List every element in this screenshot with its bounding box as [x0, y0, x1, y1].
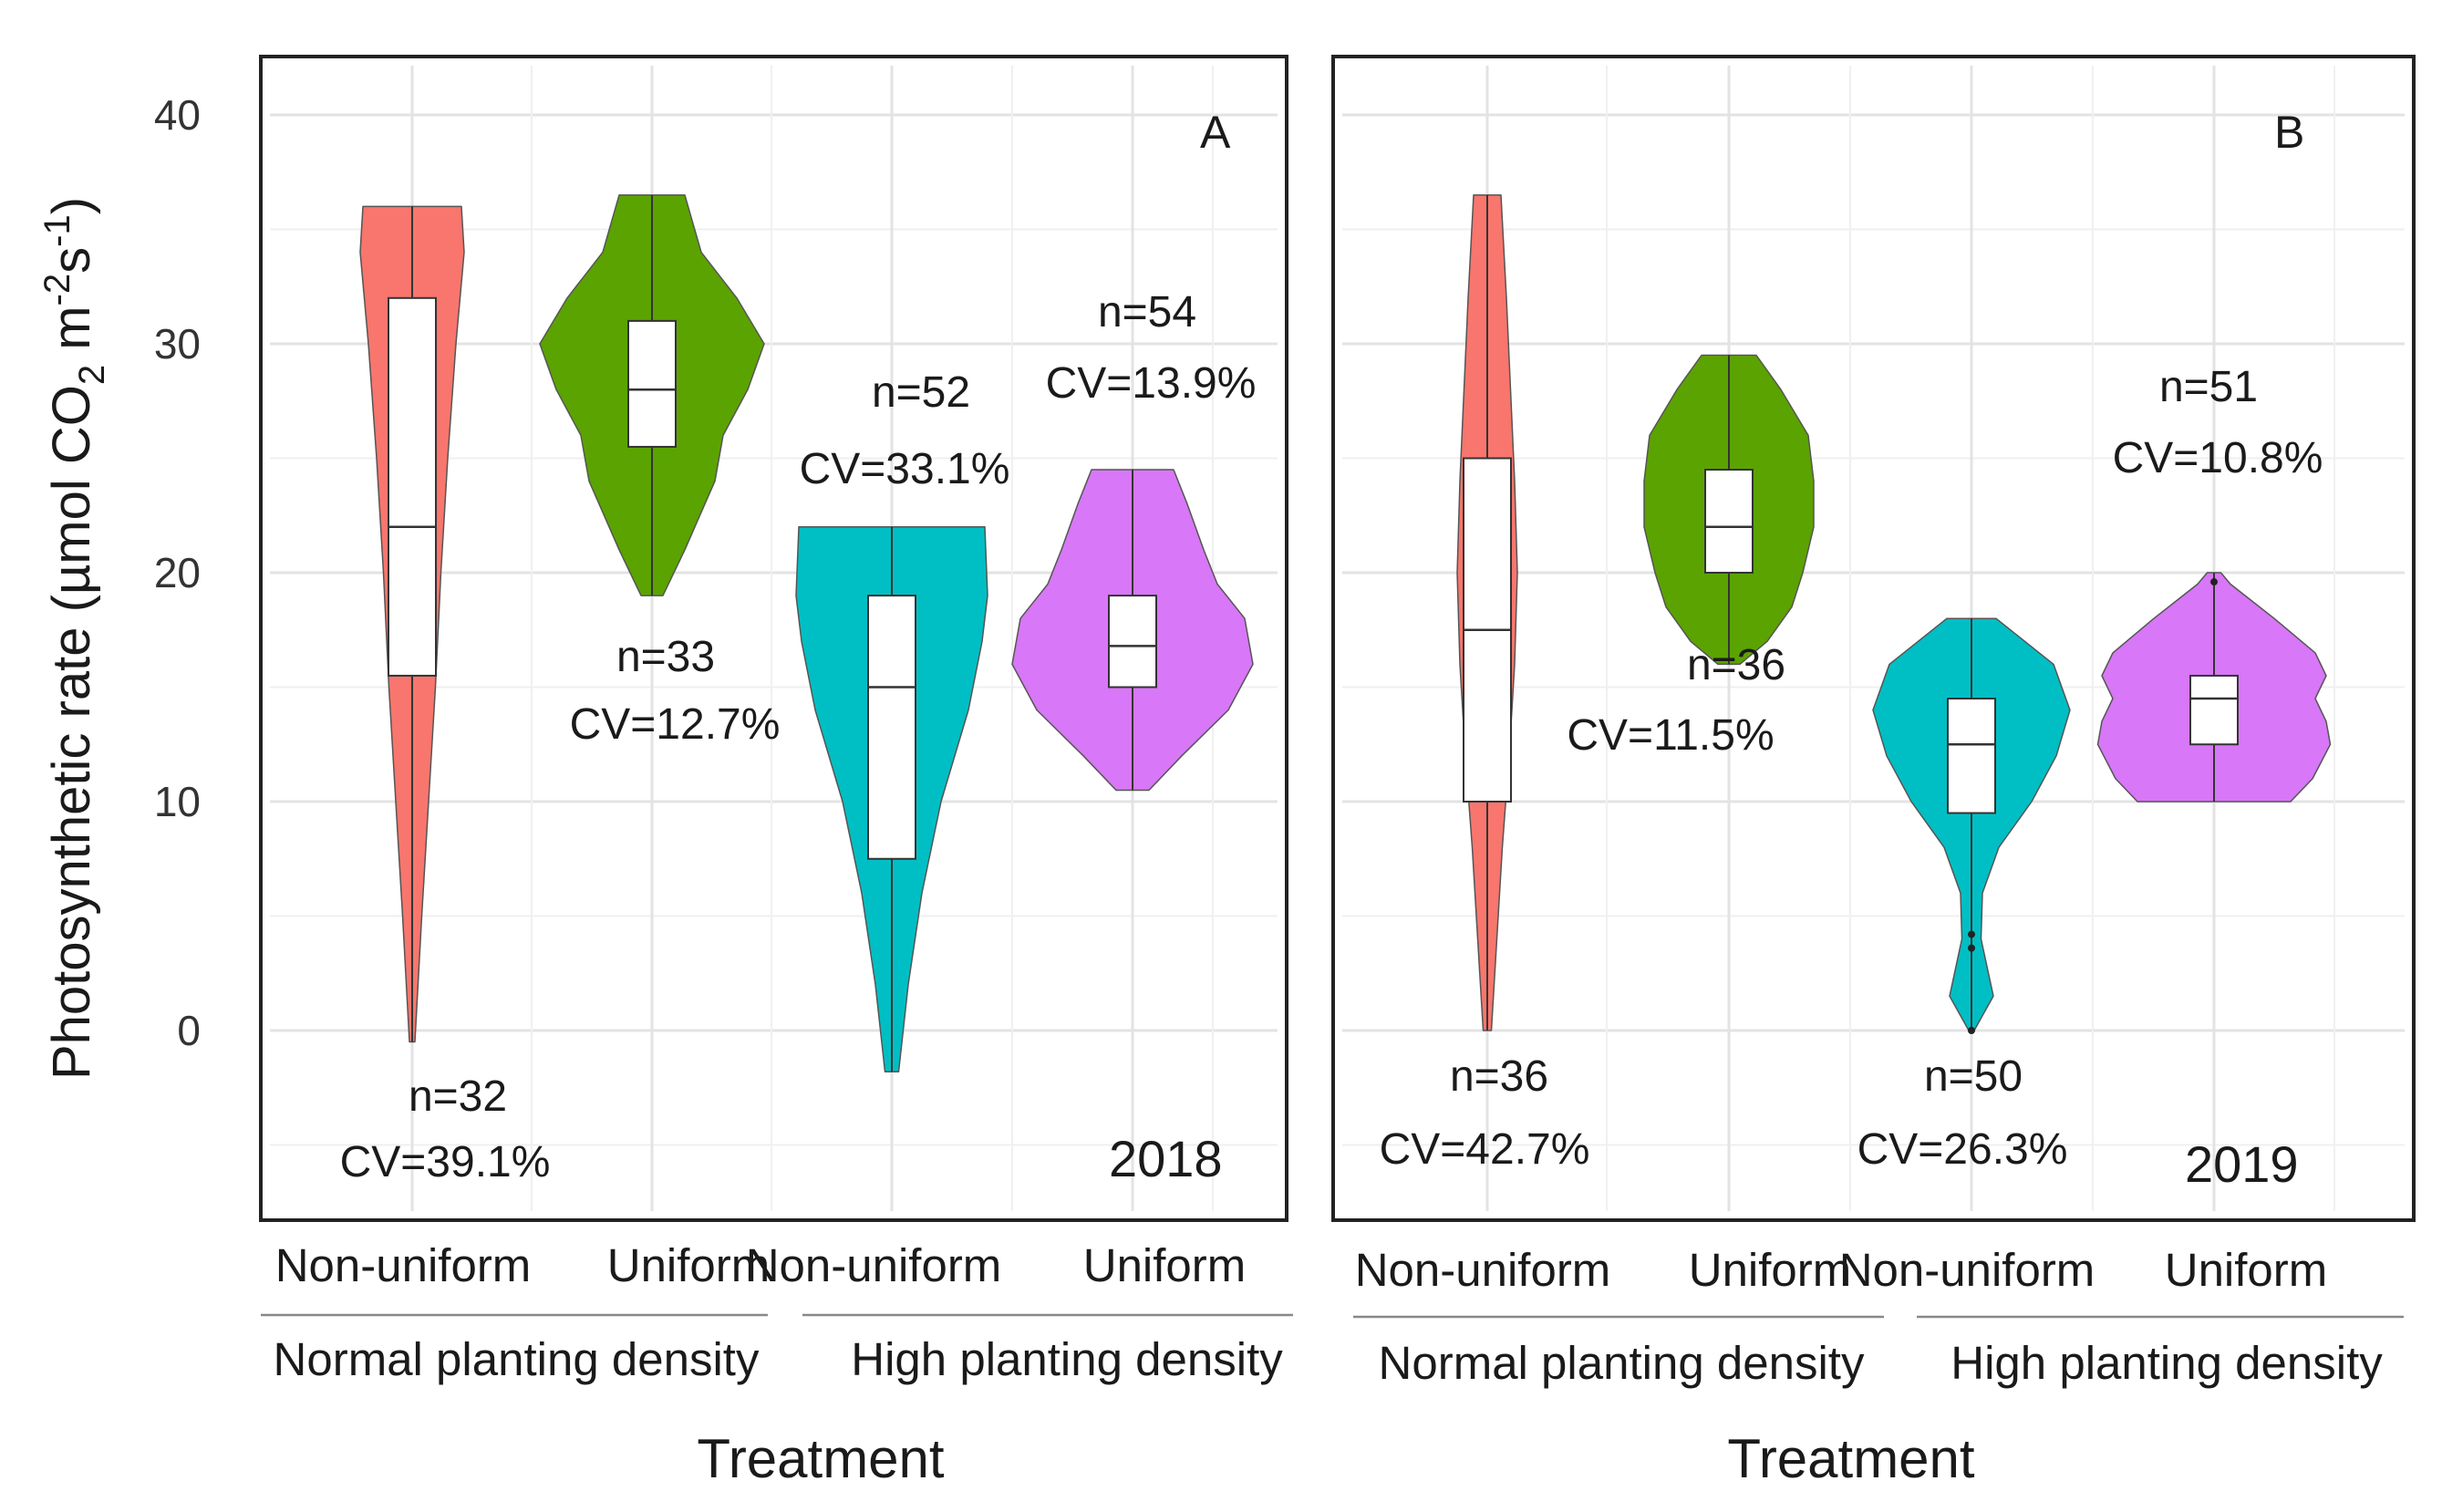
x-group-label: High planting density [1950, 1337, 2383, 1389]
box [1108, 595, 1157, 689]
violin-2 [1643, 354, 1815, 666]
violin-4 [1011, 469, 1254, 792]
n-label: n=54 [1098, 288, 1196, 337]
panel-a-letter: A [1200, 107, 1231, 158]
violin-4 [2096, 572, 2332, 803]
violin-3 [795, 526, 988, 1072]
x-category-label: Non-uniform [275, 1239, 532, 1291]
box [1704, 469, 1754, 574]
panel-a: n=32 CV=39.1% n=33 CV=12.7% n=52 CV=33.1% n=54… [154, 55, 1293, 1385]
x-category-label: Non-uniform [746, 1239, 1002, 1291]
x-group-label: Normal planting density [274, 1333, 760, 1385]
box [2189, 674, 2239, 746]
x-group-label: High planting density [851, 1333, 1283, 1385]
x-axis-title-panel-b: Treatment [1727, 1428, 1975, 1489]
box [1947, 698, 1996, 814]
box [867, 595, 916, 860]
violin-2 [539, 194, 765, 596]
y-tick-label: 40 [154, 91, 201, 139]
n-label: n=51 [2159, 363, 2258, 411]
cv-label: CV=11.5% [1567, 711, 1774, 760]
n-label: n=32 [409, 1072, 507, 1121]
panel-b-violins [1456, 194, 2332, 1034]
x-category-label: Uniform [607, 1239, 771, 1291]
cv-label: CV=10.8% [2113, 434, 2323, 482]
panel-b-year: 2019 [2185, 1135, 2299, 1193]
violin-1 [1456, 194, 1518, 1031]
box [388, 296, 437, 677]
panel-b-letter: B [2274, 107, 2304, 158]
n-label: n=52 [872, 368, 970, 417]
n-label: n=36 [1450, 1052, 1548, 1101]
cv-label: CV=39.1% [340, 1138, 551, 1186]
cv-label: CV=33.1% [800, 445, 1010, 493]
outlier-point [1968, 944, 1975, 952]
x-category-label: Uniform [1689, 1244, 1852, 1296]
panel-b: n=36 CV=42.7% n=36 CV=11.5% n=50 CV=26.3% n=51… [1331, 55, 2416, 1389]
panel-a-y-ticks: 0 10 20 30 40 [154, 91, 201, 1054]
panel-b-annotations: n=36 CV=42.7% n=36 CV=11.5% n=50 CV=26.3% n=51… [1380, 363, 2323, 1174]
outlier-point [1968, 930, 1975, 938]
violin-3 [1872, 617, 2071, 1031]
cv-label: CV=42.7% [1380, 1125, 1590, 1174]
y-axis-title: Photosynthetic rate (µmol CO2 m-2s-1) [37, 197, 112, 1080]
x-category-label: Non-uniform [1839, 1244, 2095, 1296]
panel-a-violins [359, 194, 1254, 1072]
box [627, 319, 677, 448]
panel-a-year: 2018 [1109, 1130, 1223, 1187]
x-category-label: Non-uniform [1355, 1244, 1611, 1296]
y-tick-label: 10 [154, 778, 201, 825]
outlier-point [2210, 578, 2218, 586]
x-category-label: Uniform [2165, 1244, 2328, 1296]
y-tick-label: 30 [154, 320, 201, 368]
cv-label: CV=13.9% [1046, 359, 1257, 408]
cv-label: CV=26.3% [1857, 1125, 2068, 1174]
violin-1 [359, 205, 465, 1043]
n-label: n=36 [1687, 641, 1785, 689]
n-label: n=50 [1924, 1052, 2023, 1101]
y-tick-label: 0 [177, 1007, 201, 1054]
outlier-point [1968, 1027, 1975, 1034]
cv-label: CV=12.7% [570, 700, 781, 749]
x-axis-title-panel-a: Treatment [697, 1428, 945, 1489]
panel-a-annotations: n=32 CV=39.1% n=33 CV=12.7% n=52 CV=33.1% n=54… [340, 288, 1257, 1186]
x-category-label: Uniform [1083, 1239, 1247, 1291]
y-tick-label: 20 [154, 549, 201, 596]
n-label: n=33 [616, 633, 715, 681]
x-group-label: Normal planting density [1379, 1337, 1865, 1389]
